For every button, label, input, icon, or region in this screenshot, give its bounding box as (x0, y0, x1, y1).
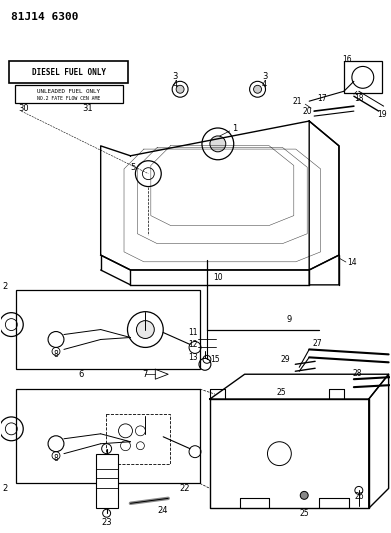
Text: 24: 24 (157, 506, 167, 515)
Circle shape (176, 85, 184, 93)
Text: 81J14 6300: 81J14 6300 (11, 12, 79, 22)
Circle shape (136, 425, 154, 443)
Text: 17: 17 (317, 94, 327, 103)
Text: 13: 13 (188, 353, 198, 362)
Circle shape (210, 136, 226, 152)
Text: 12: 12 (188, 340, 198, 349)
Bar (16, 290, 200, 369)
Circle shape (300, 491, 308, 499)
Text: 27: 27 (312, 339, 322, 348)
Circle shape (254, 85, 262, 93)
Text: 8: 8 (54, 454, 58, 463)
Bar (106, 414, 170, 464)
Text: 15: 15 (210, 355, 220, 364)
Text: 25: 25 (300, 508, 309, 518)
Text: 14: 14 (347, 257, 357, 266)
Text: 3: 3 (262, 72, 267, 81)
Text: 10: 10 (213, 273, 222, 282)
Text: 30: 30 (18, 103, 29, 112)
Text: 26: 26 (354, 492, 364, 501)
Bar (16, 389, 200, 483)
Text: 16: 16 (342, 55, 352, 64)
Text: 2: 2 (3, 282, 8, 292)
Text: 4: 4 (262, 80, 267, 89)
Text: 18: 18 (354, 94, 364, 103)
Text: 6: 6 (78, 370, 84, 379)
Text: 2: 2 (3, 484, 8, 493)
Text: 23: 23 (101, 518, 112, 527)
Text: DIESEL FUEL ONLY: DIESEL FUEL ONLY (32, 68, 106, 77)
Text: 22: 22 (180, 484, 190, 493)
Bar (96, 454, 118, 508)
Bar (9, 61, 129, 83)
Text: 19: 19 (377, 110, 386, 118)
Text: UNLEADED FUEL ONLY: UNLEADED FUEL ONLY (38, 89, 100, 94)
Text: 31: 31 (83, 103, 93, 112)
Text: 3: 3 (172, 72, 178, 81)
Text: NO.2 FATE FLOW CEN AME: NO.2 FATE FLOW CEN AME (37, 96, 100, 101)
Text: 25: 25 (276, 387, 286, 397)
Text: 5: 5 (131, 163, 136, 172)
Text: 21: 21 (292, 96, 302, 106)
Text: 7: 7 (143, 370, 148, 379)
Circle shape (136, 321, 154, 338)
Text: 28: 28 (352, 369, 362, 378)
Text: 20: 20 (302, 107, 312, 116)
Text: 9: 9 (287, 315, 292, 324)
Bar (15, 85, 122, 103)
Text: 8: 8 (54, 350, 58, 359)
Text: 11: 11 (188, 328, 198, 337)
Text: 29: 29 (281, 355, 290, 364)
Text: 1: 1 (232, 125, 237, 133)
Text: 4: 4 (172, 80, 178, 89)
Bar (344, 61, 382, 93)
